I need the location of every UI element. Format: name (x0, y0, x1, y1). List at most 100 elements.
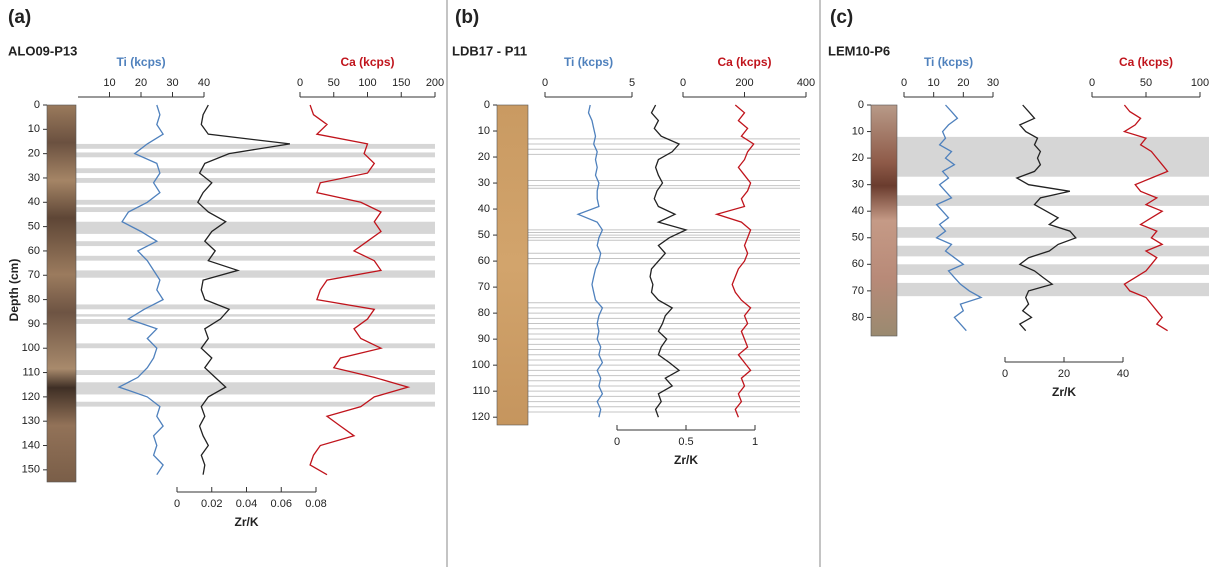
y-tick-label: 20 (852, 152, 864, 164)
series-title: Ti (kcps) (116, 55, 165, 69)
x-tick-label: 0 (297, 77, 303, 89)
x-tick-label: 10 (928, 77, 940, 89)
series-title: Ca (kcps) (1119, 55, 1173, 69)
core-image (496, 104, 529, 426)
event-band (76, 152, 435, 158)
y-tick-label: 40 (478, 203, 490, 215)
x-tick-label: 200 (735, 77, 753, 89)
event-band (897, 282, 1209, 297)
y-tick-label: 80 (28, 293, 40, 305)
event-band (76, 314, 435, 317)
core-name: ALO09-P13 (8, 43, 77, 58)
core-image (870, 104, 898, 337)
y-tick-label: 120 (472, 411, 490, 423)
series-title: Zr/K (674, 453, 698, 467)
x-tick-label: 100 (358, 77, 376, 89)
y-tick-label: 20 (478, 151, 490, 163)
y-tick-label: 50 (28, 221, 40, 233)
x-tick-label: 200 (426, 77, 444, 89)
x-tick-label: 20 (1058, 368, 1070, 380)
y-tick-label: 40 (852, 205, 864, 217)
y-tick-label: 0 (34, 99, 40, 111)
x-tick-label: 0.02 (201, 498, 222, 510)
y-tick-label: 130 (22, 415, 40, 427)
event-band (76, 255, 435, 261)
y-tick-label: 110 (472, 385, 490, 397)
y-tick-label: 70 (852, 285, 864, 297)
x-tick-label: 0 (542, 77, 548, 89)
series-curve (714, 104, 755, 418)
event-band (897, 136, 1209, 177)
x-tick-label: 400 (797, 77, 815, 89)
x-tick-label: 0.06 (271, 498, 292, 510)
y-tick-label: 70 (478, 281, 490, 293)
y-tick-label: 100 (472, 359, 490, 371)
panel-label: (a) (8, 7, 31, 28)
event-band (76, 304, 435, 310)
x-tick-label: 20 (957, 77, 969, 89)
x-tick-label: 0 (1089, 77, 1095, 89)
x-tick-label: 0.08 (305, 498, 326, 510)
event-band (897, 195, 1209, 206)
y-tick-label: 30 (852, 179, 864, 191)
series-curve (649, 104, 688, 418)
y-tick-label: 120 (22, 391, 40, 403)
x-tick-label: 0 (174, 498, 180, 510)
x-tick-label: 0 (901, 77, 907, 89)
event-band (76, 370, 435, 375)
event-band (76, 382, 435, 395)
x-tick-label: 150 (392, 77, 410, 89)
event-band (76, 207, 435, 213)
y-tick-label: 90 (28, 318, 40, 330)
y-tick-label: 30 (28, 172, 40, 184)
x-tick-label: 5 (629, 77, 635, 89)
series-curve (935, 104, 983, 332)
y-tick-label: 80 (852, 311, 864, 323)
y-tick-label: 60 (478, 255, 490, 267)
series-curve (309, 104, 411, 476)
event-band (76, 221, 435, 234)
series-title: Zr/K (1052, 385, 1076, 399)
event-band (76, 343, 435, 349)
series-title: Ca (kcps) (717, 55, 771, 69)
x-tick-label: 30 (166, 77, 178, 89)
y-tick-label: 50 (478, 229, 490, 241)
y-tick-label: 110 (22, 366, 40, 378)
event-band (76, 168, 435, 174)
panel-label: (c) (830, 7, 853, 28)
y-tick-label: 0 (484, 99, 490, 111)
y-tick-label: 0 (858, 99, 864, 111)
y-tick-label: 10 (478, 125, 490, 137)
series-title: Ca (kcps) (340, 55, 394, 69)
x-tick-label: 30 (987, 77, 999, 89)
x-tick-label: 0 (614, 436, 620, 448)
event-band (897, 227, 1209, 238)
event-band (897, 245, 1209, 257)
y-tick-label: 150 (22, 464, 40, 476)
y-tick-label: 80 (478, 307, 490, 319)
core-image (46, 104, 77, 483)
series-curve (1015, 104, 1077, 332)
series-curve (1122, 104, 1169, 332)
y-axis-label: Depth (cm) (7, 259, 21, 322)
core-name: LEM10-P6 (828, 43, 890, 58)
event-band (76, 143, 435, 149)
series-curve (576, 104, 604, 418)
x-tick-label: 10 (103, 77, 115, 89)
y-tick-label: 20 (28, 148, 40, 160)
x-tick-label: 50 (328, 77, 340, 89)
x-tick-label: 40 (1117, 368, 1129, 380)
x-tick-label: 1 (752, 436, 758, 448)
x-tick-label: 100 (1191, 77, 1209, 89)
y-tick-label: 100 (22, 342, 40, 354)
event-band (76, 241, 435, 247)
y-tick-label: 30 (478, 177, 490, 189)
x-tick-label: 0.5 (678, 436, 693, 448)
x-tick-label: 0 (1002, 368, 1008, 380)
x-tick-label: 0 (680, 77, 686, 89)
series-curve (117, 104, 165, 476)
event-band (76, 177, 435, 183)
x-tick-label: 50 (1140, 77, 1152, 89)
series-title: Ti (kcps) (564, 55, 613, 69)
